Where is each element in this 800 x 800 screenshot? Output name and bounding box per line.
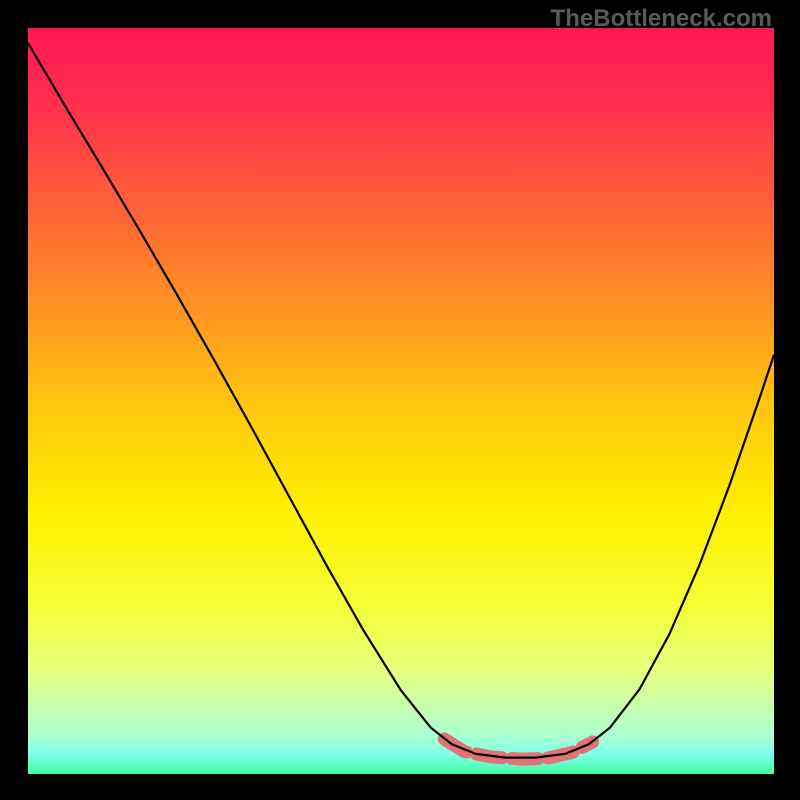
bottleneck-curve [28, 43, 774, 758]
figure-frame: TheBottleneck.com [0, 0, 800, 800]
chart-plot-area [28, 28, 774, 774]
chart-svg [28, 28, 774, 774]
watermark-text: TheBottleneck.com [551, 5, 772, 33]
